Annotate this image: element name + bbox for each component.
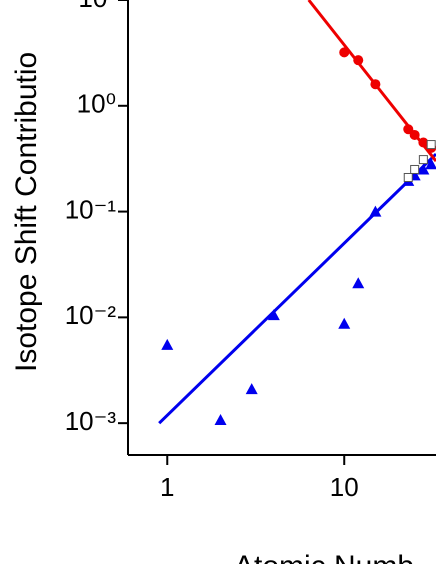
circle-marker bbox=[370, 79, 381, 90]
circle-marker bbox=[409, 129, 420, 140]
circle-marker bbox=[339, 47, 350, 58]
triangle-marker bbox=[338, 317, 351, 329]
circle-marker bbox=[418, 137, 429, 148]
circle-marker bbox=[353, 55, 364, 66]
triangle-marker bbox=[161, 338, 174, 350]
y-tick-label: 10⁻² bbox=[65, 300, 117, 330]
y-tick-label: 10¹ bbox=[78, 0, 116, 13]
y-tick-label: 10⁻³ bbox=[65, 406, 117, 436]
triangle-marker bbox=[214, 414, 227, 426]
square-marker bbox=[410, 164, 420, 174]
fit-line bbox=[158, 152, 436, 425]
x-axis-label: Atomic Numb bbox=[234, 550, 414, 564]
y-tick-label: 10⁻¹ bbox=[65, 194, 117, 224]
x-tick-label: 10 bbox=[330, 472, 359, 502]
triangle-marker bbox=[267, 309, 280, 321]
x-tick-label: 1 bbox=[160, 472, 174, 502]
square-marker bbox=[403, 172, 413, 182]
y-tick-label: 10⁰ bbox=[77, 89, 116, 119]
triangle-marker bbox=[417, 163, 430, 175]
circle-marker bbox=[403, 124, 414, 135]
triangle-marker bbox=[425, 158, 436, 170]
triangle-marker bbox=[245, 383, 258, 395]
y-axis-label: Isotope Shift Contributio bbox=[10, 52, 43, 372]
square-marker bbox=[426, 140, 436, 150]
triangle-marker bbox=[352, 277, 365, 289]
triangle-marker bbox=[369, 205, 382, 217]
square-marker bbox=[418, 155, 428, 165]
